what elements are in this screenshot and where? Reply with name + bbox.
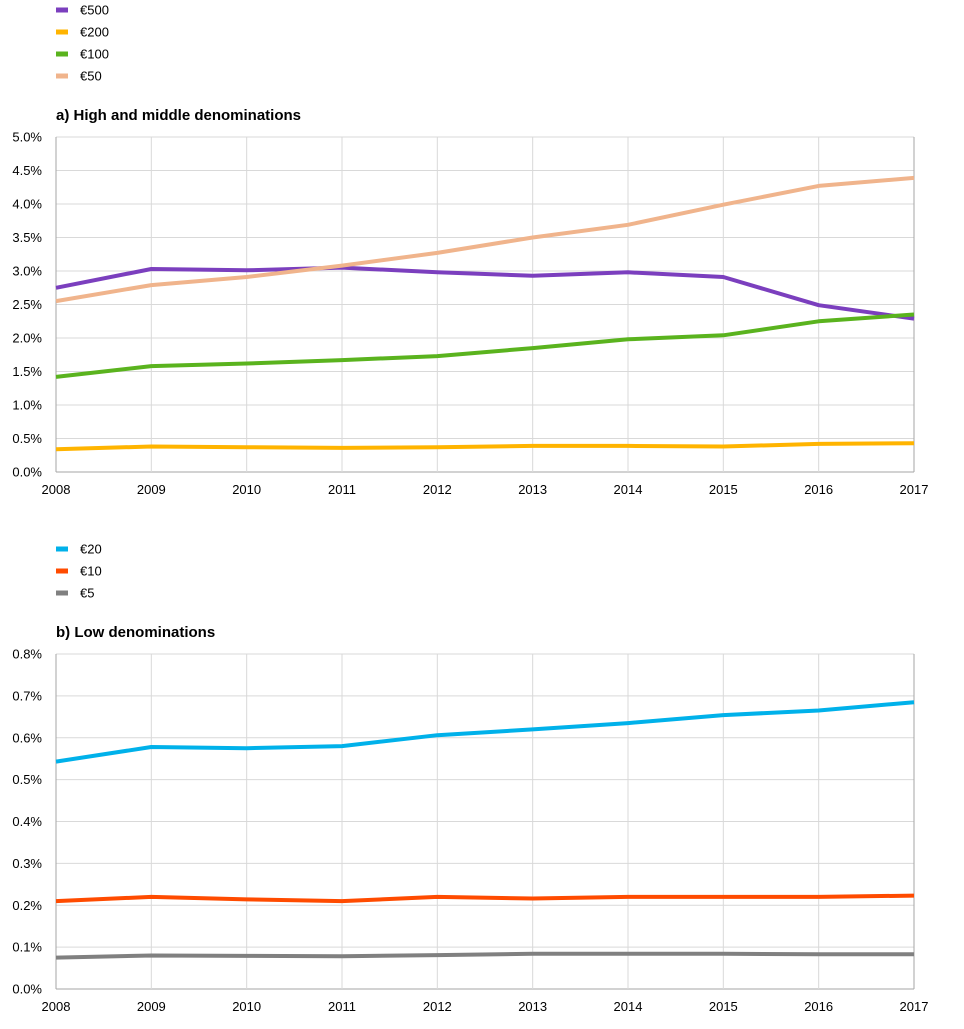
gridlines [55,653,915,990]
series-line [55,893,915,904]
y-tick-label: 2.0% [12,331,42,346]
x-tick-label: 2012 [423,999,452,1014]
y-axis-ticks: 0.0% 0.5% 1.0% 1.5% 2.0% 2.5% 3.0% 3.5% 4.0% 4.5%… [12,130,42,480]
x-tick-label: 2015 [709,999,738,1014]
legend-swatch [56,7,68,13]
x-tick-label: 2008 [42,999,71,1014]
legend-label: €5 [80,586,94,601]
legend-swatch [56,546,68,552]
y-tick-label: 0.1% [12,940,42,955]
x-tick-label: 2010 [232,999,261,1014]
y-axis-ticks: 0.0% 0.1% 0.2% 0.3% 0.4% 0.5% 0.6% 0.7% 0.8% [12,647,42,997]
legend-swatch [56,590,68,596]
series-line [55,312,915,379]
panel-a-high-middle-denominations: €500 €200 €100 €50 a) High and middle denomi… [12,3,928,498]
y-tick-label: 3.0% [12,264,42,279]
x-tick-label: 2013 [518,482,547,497]
legend-swatch [56,568,68,574]
y-tick-label: 5.0% [12,130,42,145]
legend-swatch [56,29,68,35]
x-tick-label: 2017 [900,482,929,497]
series-lines [55,700,915,960]
series-line [55,175,915,304]
x-axis-ticks: 2008 2009 2010 2011 2012 2013 2014 2015 2016 2017 [42,482,929,497]
legend: €20 €10 €5 [56,542,102,601]
x-tick-label: 2009 [137,482,166,497]
x-tick-label: 2013 [518,999,547,1014]
y-tick-label: 0.0% [12,982,42,997]
x-tick-label: 2014 [614,999,643,1014]
y-tick-label: 4.5% [12,163,42,178]
panel-title: a) High and middle denominations [56,107,301,124]
legend-label: €100 [80,47,109,62]
x-tick-label: 2015 [709,482,738,497]
legend-label: €20 [80,542,102,557]
y-tick-label: 0.8% [12,647,42,662]
x-tick-label: 2014 [614,482,643,497]
legend-label: €50 [80,69,102,84]
x-tick-label: 2011 [328,999,356,1014]
gridlines [55,136,915,473]
series-lines [55,175,915,452]
y-tick-label: 0.2% [12,898,42,913]
x-axis-ticks: 2008 2009 2010 2011 2012 2013 2014 2015 2016 2017 [42,999,929,1014]
x-tick-label: 2011 [328,482,356,497]
y-tick-label: 0.3% [12,856,42,871]
y-tick-label: 3.5% [12,230,42,245]
legend-swatch [56,73,68,79]
panel-title: b) Low denominations [56,624,215,641]
series-line [55,700,915,764]
series-line [55,441,915,452]
y-tick-label: 1.5% [12,364,42,379]
x-tick-label: 2012 [423,482,452,497]
y-tick-label: 0.7% [12,688,42,703]
x-tick-label: 2016 [804,482,833,497]
y-tick-label: 4.0% [12,197,42,212]
series-line [55,265,915,321]
x-tick-label: 2008 [42,482,71,497]
legend: €500 €200 €100 €50 [56,3,109,84]
panel-b-low-denominations: €20 €10 €5 b) Low denominations 0.0% 0.1% 0.2%… [12,542,928,1015]
legend-swatch [56,51,68,57]
legend-label: €500 [80,3,109,18]
y-tick-label: 0.6% [12,730,42,745]
series-line [55,951,914,960]
y-tick-label: 0.4% [12,814,42,829]
y-tick-label: 1.0% [12,398,42,413]
y-tick-label: 0.5% [12,772,42,787]
x-tick-label: 2009 [137,999,166,1014]
x-tick-label: 2016 [804,999,833,1014]
y-tick-label: 2.5% [12,297,42,312]
legend-label: €10 [80,564,102,579]
legend-label: €200 [80,25,109,40]
y-tick-label: 0.0% [12,465,42,480]
y-tick-label: 0.5% [12,431,42,446]
x-tick-label: 2010 [232,482,261,497]
x-tick-label: 2017 [900,999,929,1014]
